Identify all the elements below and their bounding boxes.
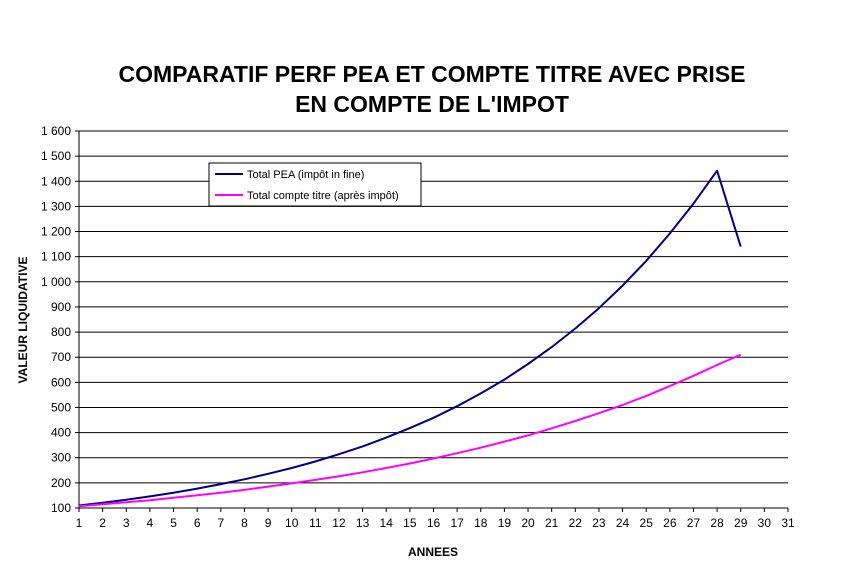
x-axis-label: ANNEES: [408, 545, 458, 559]
x-tick-label: 29: [734, 516, 748, 530]
x-tick-label: 19: [498, 516, 512, 530]
chart-title-line-1: COMPARATIF PERF PEA ET COMPTE TITRE AVEC…: [119, 61, 746, 87]
x-tick-label: 4: [147, 516, 154, 530]
gridlines: [75, 130, 788, 509]
y-tick-label: 1 200: [41, 225, 71, 239]
y-tick-label: 1 000: [41, 275, 71, 289]
x-tick-label: 31: [781, 516, 795, 530]
x-tick-label: 21: [545, 516, 559, 530]
x-tick-label: 28: [710, 516, 724, 530]
y-axis-label: VALEUR LIQUIDATIVE: [16, 257, 30, 384]
series-line-pea: [78, 169, 742, 507]
x-tick-label: 2: [99, 516, 106, 530]
series-lines: [78, 169, 742, 508]
x-tick-label: 3: [123, 516, 130, 530]
y-tick-label: 1 600: [41, 124, 71, 138]
x-tick-label: 16: [427, 516, 441, 530]
x-tick-label: 1: [76, 516, 83, 530]
y-tick-label: 900: [51, 300, 71, 314]
x-tick-label: 6: [194, 516, 201, 530]
y-tick-label: 400: [51, 426, 71, 440]
x-tick-label: 14: [380, 516, 394, 530]
y-tick-label: 300: [51, 451, 71, 465]
legend-box: [208, 162, 422, 207]
x-tick-label: 30: [758, 516, 772, 530]
x-tick-label: 11: [309, 516, 322, 530]
axes: [78, 131, 788, 509]
y-tick-label: 200: [51, 476, 71, 490]
x-tick-label: 13: [356, 516, 370, 530]
x-tick-label: 8: [241, 516, 248, 530]
x-tick-label: 5: [170, 516, 177, 530]
x-tick-label: 12: [332, 516, 346, 530]
x-tick-labels: 1 2 3 4 5 6 7 8 9 10 11 12 13 14 15 16 17 18 19 20 21 22 23 24 2…: [76, 508, 795, 530]
series-line-compte-titre: [78, 353, 742, 508]
y-tick-label: 700: [51, 350, 71, 364]
x-tick-label: 24: [616, 516, 630, 530]
x-tick-label: 20: [521, 516, 535, 530]
y-tick-label: 1 100: [41, 250, 71, 264]
x-tick-label: 10: [285, 516, 299, 530]
x-tick-label: 18: [474, 516, 488, 530]
x-tick-label: 7: [217, 516, 224, 530]
y-tick-label: 600: [51, 375, 71, 389]
y-tick-label: 800: [51, 325, 71, 339]
chart-title-line-2: EN COMPTE DE L'IMPOT: [295, 91, 569, 117]
y-tick-label: 500: [51, 400, 71, 414]
x-tick-label: 26: [663, 516, 677, 530]
x-tick-label: 22: [569, 516, 583, 530]
x-tick-label: 9: [265, 516, 272, 530]
legend-label-compte-titre: Total compte titre (après impôt): [247, 190, 399, 202]
y-tick-label: 1 300: [41, 199, 71, 213]
x-tick-label: 23: [592, 516, 606, 530]
x-tick-label: 17: [450, 516, 464, 530]
legend-label-pea: Total PEA (impôt in fine): [247, 169, 364, 181]
y-tick-labels: 100 200 300 400 500 600 700 800 900 1 000 1 100 1 2…: [41, 124, 71, 515]
y-tick-label: 1 500: [41, 149, 71, 163]
x-tick-label: 15: [403, 516, 417, 530]
y-tick-label: 100: [51, 501, 71, 515]
x-tick-label: 27: [687, 516, 701, 530]
legend: Total PEA (impôt in fine) Total compte t…: [208, 162, 422, 207]
x-tick-label: 25: [640, 516, 654, 530]
y-tick-label: 1 400: [41, 174, 71, 188]
